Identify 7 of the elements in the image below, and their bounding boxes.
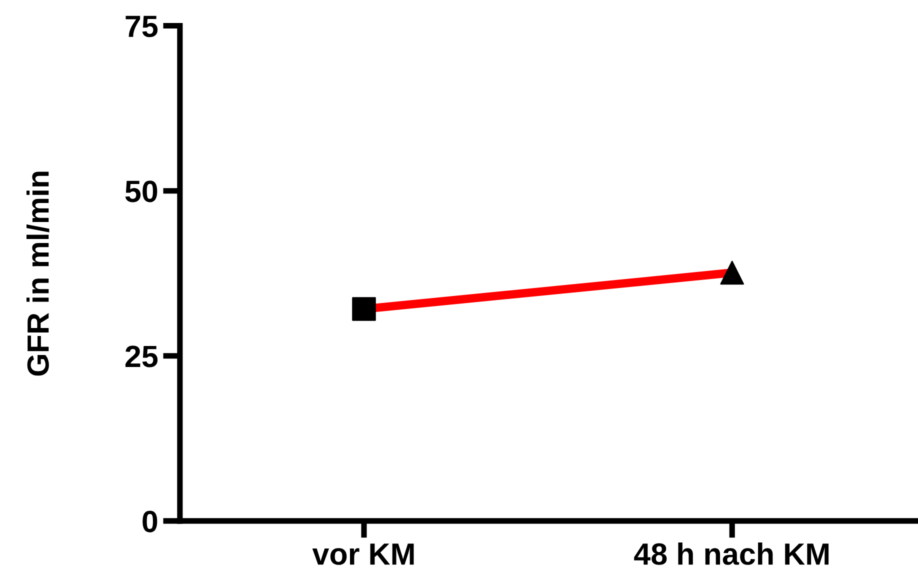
y-tick-label: 75 [126,16,158,38]
x-tick-label: vor KM [312,544,414,565]
x-tick-label: 48 h nach KM [634,542,829,565]
y-tick-label: 25 [125,346,158,368]
y-tick-label: 50 [125,180,158,202]
y-tick-label: 0 [142,510,158,532]
y-axis-title: GFR in ml/min [26,172,50,376]
